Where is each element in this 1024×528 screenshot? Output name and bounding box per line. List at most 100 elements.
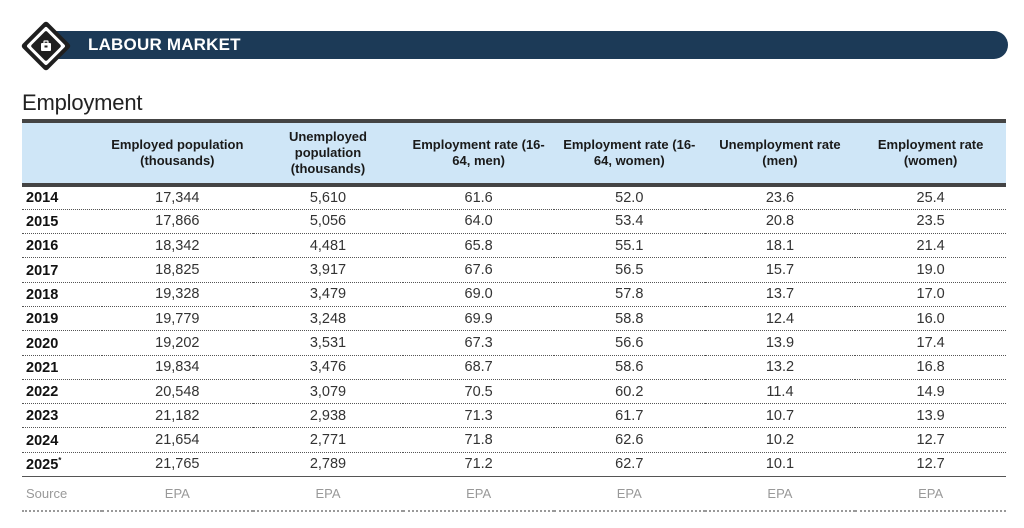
row-year: 2016 — [22, 233, 102, 259]
table-cell: 19,779 — [102, 306, 253, 332]
table-cell: 10.1 — [704, 452, 856, 478]
table-cell: 64.0 — [403, 209, 554, 235]
table-cell: 3,479 — [252, 282, 404, 307]
table-cell: 56.6 — [553, 330, 705, 356]
table-cell: 13.9 — [704, 330, 856, 356]
table-cell: 61.7 — [553, 403, 705, 429]
source-value: EPA — [704, 476, 856, 512]
column-header: Employment rate (women) — [855, 119, 1006, 187]
table-cell: 15.7 — [704, 257, 856, 283]
table-row: 2020 19,202 3,531 67.3 56.6 13.9 17.4 — [22, 330, 1006, 356]
table-cell: 71.8 — [403, 427, 554, 453]
table-cell: 3,248 — [252, 306, 404, 332]
table-cell: 18.1 — [704, 233, 856, 259]
table-cell: 17,866 — [102, 209, 253, 235]
table-cell: 71.3 — [403, 403, 554, 429]
table-row: 2023 21,182 2,938 71.3 61.7 10.7 13.9 — [22, 403, 1006, 429]
source-value: EPA — [553, 476, 705, 512]
table-cell: 11.4 — [704, 379, 856, 405]
row-year-label: 2018 — [26, 286, 59, 303]
table-cell: 3,079 — [252, 379, 404, 405]
table-row: 2024 21,654 2,771 71.8 62.6 10.2 12.7 — [22, 427, 1006, 453]
table-cell: 12.4 — [704, 306, 856, 332]
table-cell: 52.0 — [553, 185, 705, 210]
table-cell: 2,938 — [252, 403, 404, 429]
table-cell: 16.8 — [855, 355, 1006, 380]
briefcase-icon — [20, 20, 72, 72]
table-cell: 19,328 — [102, 282, 253, 307]
row-year-label: 2016 — [26, 238, 59, 255]
column-header: Employment rate (16-64, women) — [553, 119, 705, 187]
table-cell: 12.7 — [855, 427, 1006, 453]
banner-bar — [56, 31, 1008, 59]
column-header: Employment rate (16-64, men) — [403, 119, 554, 187]
table-row: 2021 19,834 3,476 68.7 58.6 13.2 16.8 — [22, 355, 1006, 380]
row-year: 2019 — [22, 306, 102, 332]
table-row: 2019 19,779 3,248 69.9 58.8 12.4 16.0 — [22, 306, 1006, 332]
row-year: 2025* — [22, 452, 102, 478]
table-row: 2016 18,342 4,481 65.8 55.1 18.1 21.4 — [22, 233, 1006, 259]
table-cell: 14.9 — [855, 379, 1006, 405]
row-year: 2017 — [22, 257, 102, 283]
table-cell: 67.3 — [403, 330, 554, 356]
table-row: 2014 17,344 5,610 61.6 52.0 23.6 25.4 — [22, 185, 1006, 210]
table-cell: 2,771 — [252, 427, 404, 453]
row-year-label: 2015 — [26, 213, 59, 230]
source-value: EPA — [102, 476, 253, 512]
table-cell: 2,789 — [252, 452, 404, 478]
column-header: Unemployed population (thousands) — [252, 119, 404, 187]
table-cell: 23.6 — [704, 185, 856, 210]
table-cell: 18,342 — [102, 233, 253, 259]
source-label: Source — [22, 476, 102, 512]
column-header: Unemployment rate (men) — [704, 119, 856, 187]
row-year-label: 2017 — [26, 262, 59, 279]
table-cell: 19.0 — [855, 257, 1006, 283]
table-cell: 56.5 — [553, 257, 705, 283]
table-cell: 5,056 — [252, 209, 404, 235]
table-cell: 3,476 — [252, 355, 404, 380]
table-cell: 58.6 — [553, 355, 705, 380]
table-cell: 20.8 — [704, 209, 856, 235]
table-cell: 68.7 — [403, 355, 554, 380]
table-cell: 67.6 — [403, 257, 554, 283]
table-cell: 25.4 — [855, 185, 1006, 210]
table-row: 2018 19,328 3,479 69.0 57.8 13.7 17.0 — [22, 282, 1006, 307]
table-cell: 17,344 — [102, 185, 253, 210]
table-cell: 13.7 — [704, 282, 856, 307]
table-cell: 13.2 — [704, 355, 856, 380]
row-year: 2015 — [22, 209, 102, 235]
table-cell: 12.7 — [855, 452, 1006, 478]
table-cell: 58.8 — [553, 306, 705, 332]
table-cell: 71.2 — [403, 452, 554, 478]
table-cell: 70.5 — [403, 379, 554, 405]
table-cell: 3,531 — [252, 330, 404, 356]
row-year-label: 2021 — [26, 359, 59, 376]
employment-table: Employed population (thousands) Unemploy… — [22, 119, 1006, 512]
table-cell: 61.6 — [403, 185, 554, 210]
table-header-row: Employed population (thousands) Unemploy… — [22, 119, 1006, 187]
row-year: 2023 — [22, 403, 102, 429]
row-year: 2024 — [22, 427, 102, 453]
table-cell: 62.6 — [553, 427, 705, 453]
banner-title: LABOUR MARKET — [88, 35, 241, 54]
table-cell: 13.9 — [855, 403, 1006, 429]
source-row: Source EPA EPA EPA EPA EPA EPA — [22, 476, 1006, 512]
table-cell: 55.1 — [553, 233, 705, 259]
source-value: EPA — [855, 476, 1006, 512]
table-cell: 60.2 — [553, 379, 705, 405]
row-year: 2021 — [22, 355, 102, 380]
table-cell: 20,548 — [102, 379, 253, 405]
table-cell: 21,654 — [102, 427, 253, 453]
row-year-label: 2019 — [26, 311, 59, 328]
source-value: EPA — [403, 476, 554, 512]
row-year-label: 2014 — [26, 190, 59, 207]
row-year-label: 2024 — [26, 432, 59, 449]
row-year: 2022 — [22, 379, 102, 405]
column-header — [22, 119, 102, 187]
row-year-label: 2022 — [26, 383, 59, 400]
table-cell: 69.0 — [403, 282, 554, 307]
table-cell: 17.0 — [855, 282, 1006, 307]
row-year: 2014 — [22, 185, 102, 210]
source-value: EPA — [252, 476, 404, 512]
table-cell: 23.5 — [855, 209, 1006, 235]
